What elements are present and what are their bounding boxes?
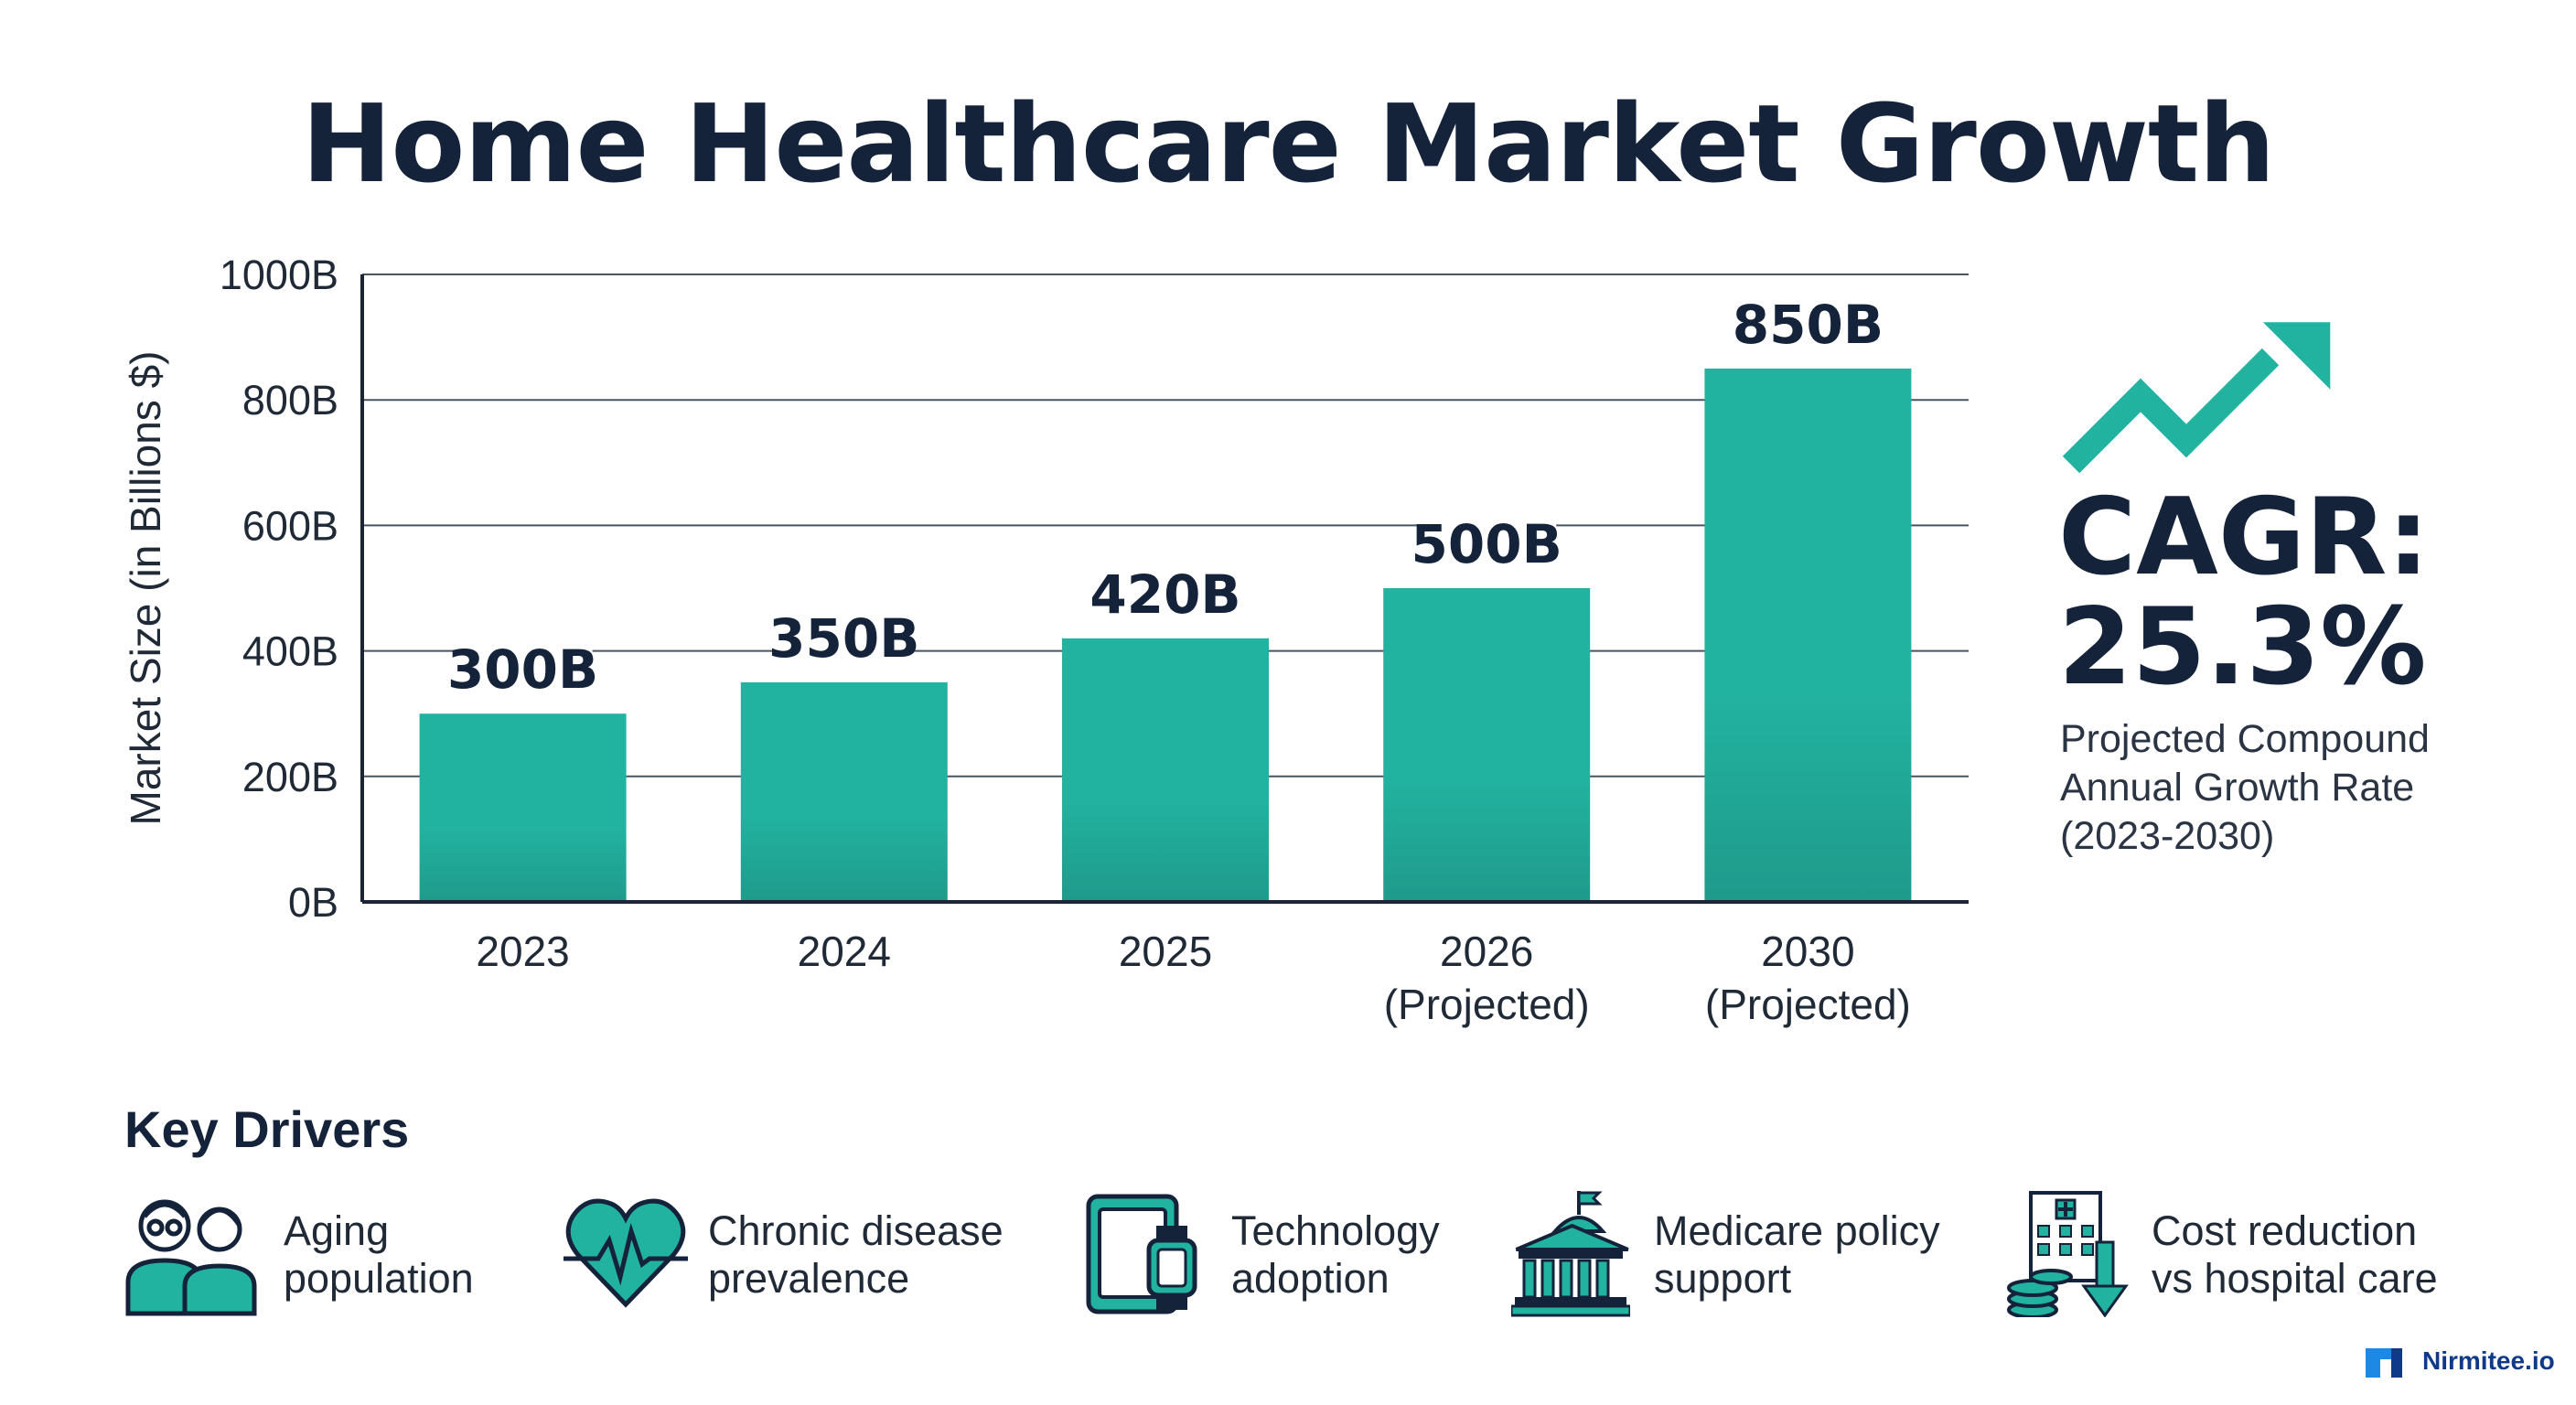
- driver-item-medicare: Medicare policy support: [1511, 1189, 1987, 1317]
- x-tick-label: 2024: [798, 928, 891, 975]
- driver-label-line: vs hospital care: [2152, 1255, 2438, 1302]
- bar-chart: 0B 200B 400B 600B 800B 1000B Market Size (in B…: [122, 252, 1969, 1028]
- driver-item-aging: Aging population: [123, 1189, 507, 1317]
- driver-label-line: population: [284, 1255, 474, 1302]
- x-tick-sublabel: (Projected): [1384, 981, 1590, 1028]
- driver-label-line: Cost reduction: [2152, 1207, 2418, 1254]
- hospital-coins-down-icon: [2007, 1191, 2129, 1317]
- bar-value-label: 350B: [768, 607, 919, 670]
- bar: [1383, 588, 1591, 902]
- driver-item-cost-reduction: Cost reduction vs hospital care: [2005, 1189, 2499, 1317]
- y-tick-label: 200B: [242, 754, 338, 800]
- driver-label: Medicare policy support: [1654, 1207, 1983, 1303]
- x-tick-label: 2023: [476, 928, 569, 975]
- bar-value-label: 850B: [1733, 294, 1884, 356]
- bar: [1062, 638, 1269, 902]
- cagr-value: 25.3%: [2058, 585, 2427, 709]
- bar-value-label-bg: [774, 614, 914, 666]
- driver-label-line: adoption: [1231, 1255, 1390, 1302]
- driver-label: Aging population: [284, 1207, 613, 1303]
- bar-value-label: 300B: [447, 638, 598, 701]
- driver-label: Cost reduction vs hospital care: [2152, 1207, 2481, 1303]
- y-tick-label: 800B: [242, 377, 338, 424]
- x-tick-sublabel: (Projected): [1705, 981, 1911, 1028]
- driver-label-line: Chronic disease: [708, 1207, 1004, 1254]
- driver-label-line: Technology: [1231, 1207, 1440, 1254]
- driver-label-line: Medicare policy: [1654, 1207, 1940, 1254]
- driver-label: Technology adoption: [1231, 1207, 1561, 1303]
- bar: [1704, 368, 1912, 902]
- bar-value-label-bg: [1417, 520, 1557, 572]
- x-tick-label: 2030: [1761, 928, 1854, 975]
- cagr-description: Projected Compound Annual Growth Rate (2…: [2060, 715, 2536, 861]
- chart-title: Home Healthcare Market Growth: [301, 80, 2276, 207]
- bar-value-label: 420B: [1089, 563, 1240, 626]
- cagr-label: CAGR:: [2058, 476, 2430, 599]
- bar: [419, 713, 627, 902]
- bar-value-label-bg: [1738, 300, 1878, 352]
- driver-label: Chronic disease prevalence: [708, 1207, 1037, 1303]
- cagr-description-line: (2023-2030): [2060, 814, 2275, 858]
- x-tick-label: 2025: [1119, 928, 1212, 975]
- bar: [740, 681, 948, 902]
- heart-pulse-icon: [564, 1198, 688, 1308]
- driver-item-chronic-disease: Chronic disease prevalence: [562, 1189, 1037, 1317]
- y-tick-label: 1000B: [220, 252, 338, 298]
- elderly-couple-icon: [125, 1199, 257, 1316]
- y-tick-label: 400B: [242, 628, 338, 675]
- trend-up-arrow-icon: [2062, 322, 2331, 474]
- brand-name: Nirmitee.io: [2422, 1346, 2555, 1375]
- bar-value-label: 500B: [1411, 513, 1562, 575]
- cagr-description-line: Projected Compound: [2060, 717, 2430, 761]
- driver-label-line: support: [1654, 1255, 1792, 1302]
- y-tick-label: 600B: [242, 502, 338, 549]
- x-tick-label: 2026: [1440, 928, 1533, 975]
- y-tick-label: 0B: [288, 879, 338, 926]
- driver-label-line: prevalence: [708, 1255, 910, 1302]
- bar-value-label-bg: [1096, 570, 1235, 622]
- cagr-description-line: Annual Growth Rate: [2060, 766, 2415, 810]
- tablet-smartwatch-icon: [1086, 1194, 1197, 1314]
- y-axis-label: Market Size (in Billions $): [122, 351, 169, 826]
- driver-item-technology: Technology adoption: [1085, 1189, 1524, 1317]
- bar-value-label-bg: [453, 646, 593, 698]
- driver-label-line: Aging: [284, 1207, 390, 1254]
- nirmitee-logo-icon: [2366, 1348, 2402, 1378]
- key-drivers-heading: Key Drivers: [124, 1100, 410, 1158]
- government-building-icon: [1511, 1191, 1630, 1317]
